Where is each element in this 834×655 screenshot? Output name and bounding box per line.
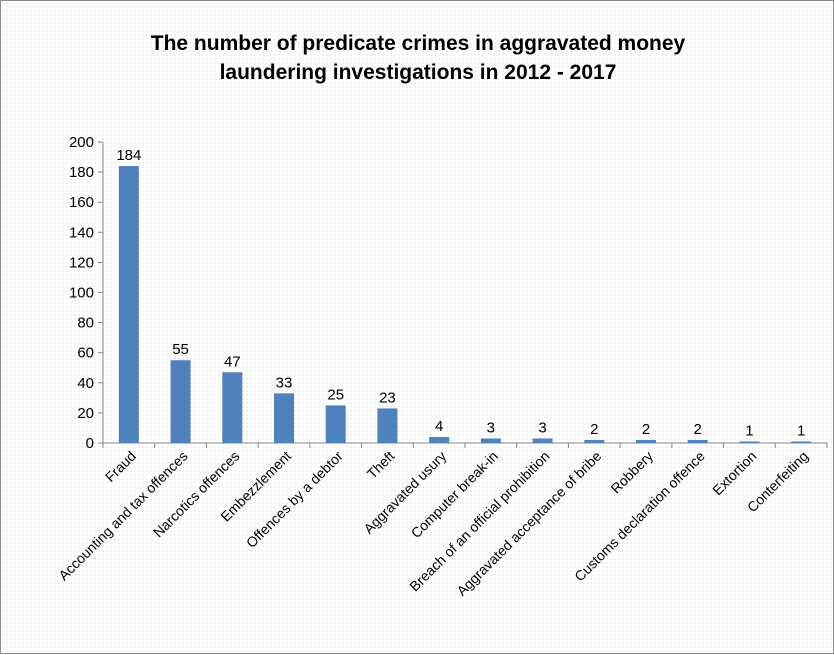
- bar: [532, 438, 553, 443]
- bar: [377, 408, 398, 443]
- data-label: 184: [116, 147, 141, 164]
- data-label: 1: [745, 422, 753, 439]
- category-label: Theft: [364, 448, 398, 482]
- bar: [687, 439, 708, 443]
- category-label: Computer break-in: [408, 448, 501, 541]
- bar: [325, 405, 346, 443]
- y-tick-label: 200: [69, 134, 94, 151]
- y-tick-label: 160: [69, 194, 94, 211]
- y-tick-label: 0: [86, 435, 94, 452]
- bar: [636, 439, 656, 443]
- bar: [584, 439, 605, 443]
- chart-title-line-2: laundering investigations in 2012 - 2017: [219, 61, 617, 84]
- y-tick-label: 100: [69, 285, 94, 302]
- bar: [222, 372, 243, 443]
- chart-title: The number of predicate crimes in aggrav…: [1, 29, 834, 87]
- bar: [118, 166, 139, 443]
- data-label: 4: [435, 418, 443, 435]
- data-label: 2: [642, 421, 650, 438]
- category-label: Robbery: [607, 448, 656, 497]
- category-label: Extortion: [709, 448, 759, 498]
- y-tick-label: 140: [69, 224, 94, 241]
- data-label: 23: [379, 389, 396, 406]
- data-label: 33: [276, 374, 293, 391]
- y-tick-label: 20: [77, 405, 94, 422]
- data-label: 2: [590, 421, 598, 438]
- category-label: Narcotics offences: [150, 448, 243, 541]
- bar: [791, 441, 812, 443]
- data-label: 3: [487, 419, 495, 436]
- category-label: Offences by a debtor: [243, 448, 346, 551]
- bar: [274, 393, 294, 443]
- data-label: 55: [172, 341, 189, 358]
- data-label: 3: [538, 419, 546, 436]
- data-label: 2: [694, 421, 702, 438]
- y-tick-label: 80: [77, 315, 94, 332]
- y-tick-label: 40: [77, 375, 94, 392]
- data-label: 25: [327, 386, 344, 403]
- y-tick-label: 180: [69, 164, 94, 181]
- category-label: Fraud: [102, 448, 139, 485]
- bar: [480, 438, 501, 443]
- bar: [739, 441, 760, 443]
- y-tick-label: 60: [77, 345, 94, 362]
- bar: [429, 436, 450, 443]
- data-label: 47: [224, 353, 241, 370]
- y-tick-label: 120: [69, 254, 94, 271]
- bar: [170, 360, 191, 443]
- data-label: 1: [797, 422, 805, 439]
- chart-title-line-1: The number of predicate crimes in aggrav…: [150, 32, 686, 55]
